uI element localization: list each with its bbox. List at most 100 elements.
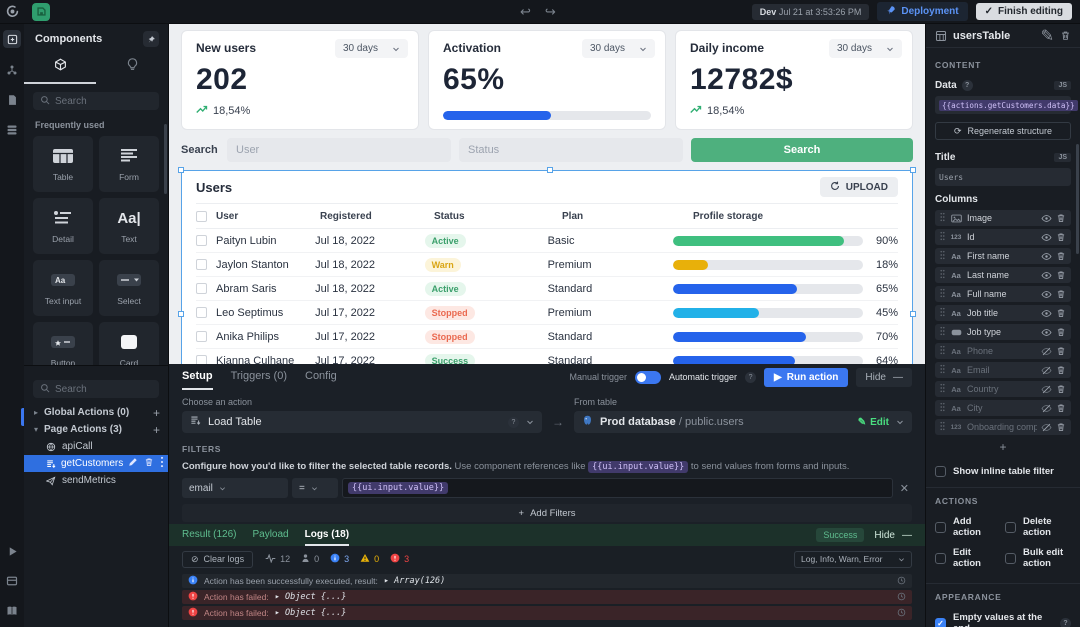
delete-column-icon[interactable] — [1056, 270, 1066, 280]
from-table-select[interactable]: Prod database / public.users ✎ Edit — [574, 411, 912, 433]
tab-components[interactable] — [24, 51, 96, 84]
period-select[interactable]: 30 days — [828, 39, 902, 58]
edit-action-icon[interactable] — [128, 457, 138, 470]
eye-off-icon[interactable] — [1041, 403, 1052, 414]
status-input[interactable] — [468, 144, 674, 156]
delete-icon[interactable] — [1060, 30, 1071, 41]
row-checkbox[interactable] — [196, 259, 207, 270]
data-binding-input[interactable]: {{actions.getCustomers.data}} — [935, 96, 1078, 114]
delete-column-icon[interactable] — [1056, 403, 1066, 413]
filter-field-select[interactable]: email — [182, 478, 288, 498]
checkbox-edit-action[interactable]: Edit action — [935, 547, 1001, 569]
column-row-email[interactable]: Aa Email — [935, 362, 1071, 378]
add-filters-button[interactable]: + Add Filters — [182, 504, 912, 522]
releases-rail-icon[interactable] — [4, 573, 20, 589]
redo-icon[interactable]: ↪ — [544, 4, 556, 19]
eye-icon[interactable] — [1041, 213, 1052, 224]
row-checkbox[interactable] — [196, 331, 207, 342]
filter-value-input[interactable]: {{ui.input.value}} — [342, 478, 893, 498]
stat-card-new-users[interactable]: New users 30 days 202 18,54% — [181, 30, 419, 130]
help-icon[interactable]: ? — [745, 371, 757, 383]
user-input[interactable] — [236, 144, 442, 156]
status-field[interactable] — [459, 138, 683, 162]
help-icon[interactable]: ? — [1060, 617, 1071, 627]
eye-off-icon[interactable] — [1041, 346, 1052, 357]
component-tile-select[interactable]: Select — [99, 260, 159, 316]
log-value[interactable]: ▸ Object {...} — [274, 592, 347, 602]
table-row[interactable]: Anika Philips Jul 17, 2022 Stopped Standard… — [196, 325, 898, 349]
add-action-icon[interactable]: + — [152, 422, 160, 437]
drag-handle-icon[interactable] — [940, 421, 945, 433]
eye-icon[interactable] — [1041, 270, 1052, 281]
add-column-button[interactable]: + — [999, 440, 1007, 454]
component-tile-button[interactable]: Button — [33, 322, 93, 365]
selection-handle[interactable] — [910, 311, 916, 317]
tab-config[interactable]: Config — [305, 370, 337, 382]
column-row-last-name[interactable]: Aa Last name — [935, 267, 1071, 283]
stat-card-activation[interactable]: Activation 30 days 65% — [428, 30, 666, 130]
drag-handle-icon[interactable] — [940, 364, 945, 376]
checkbox-icon[interactable] — [935, 466, 946, 477]
delete-column-icon[interactable] — [1056, 327, 1066, 337]
row-checkbox[interactable] — [196, 235, 207, 246]
column-row-id[interactable]: 123 Id — [935, 229, 1071, 245]
select-all-checkbox[interactable] — [196, 210, 207, 222]
inspector-scrollbar[interactable] — [1076, 144, 1079, 254]
data-rail-icon[interactable] — [4, 122, 20, 138]
pages-tree-rail-icon[interactable] — [4, 62, 20, 78]
hide-editor-button[interactable]: Hide — — [856, 367, 912, 387]
log-value[interactable]: ▸ Array(126) — [383, 576, 446, 586]
regenerate-structure-button[interactable]: ⟳ Regenerate structure — [935, 122, 1071, 140]
tab-logs[interactable]: Logs (18) — [304, 524, 350, 546]
components-rail-icon[interactable] — [3, 30, 21, 48]
undo-icon[interactable]: ↩ — [520, 4, 531, 19]
table-row[interactable]: Paityn Lubin Jul 18, 2022 Active Basic 90% — [196, 229, 898, 253]
help-icon[interactable]: ? — [508, 416, 519, 428]
drag-handle-icon[interactable] — [940, 212, 945, 224]
deployment-button[interactable]: Deployment — [877, 2, 968, 21]
add-action-icon[interactable]: + — [152, 405, 160, 420]
actions-search[interactable] — [33, 380, 159, 398]
tab-suggestions[interactable] — [96, 51, 168, 84]
component-tile-text[interactable]: Aa| Text — [99, 198, 159, 254]
upload-button[interactable]: UPLOAD — [819, 177, 898, 197]
components-search[interactable] — [33, 92, 159, 110]
docs-rail-icon[interactable] — [4, 603, 20, 619]
checkbox-delete-action[interactable]: Delete action — [1005, 516, 1071, 538]
log-counter-info[interactable]: 3 — [330, 553, 349, 565]
help-icon[interactable]: ? — [961, 80, 973, 91]
log-entry-error[interactable]: Action has failed: ▸ Object {...} — [182, 606, 912, 620]
drag-handle-icon[interactable] — [940, 345, 945, 357]
eye-icon[interactable] — [1041, 232, 1052, 243]
tab-setup[interactable]: Setup — [182, 364, 213, 390]
checkbox-icon[interactable] — [1005, 521, 1016, 533]
action-item-sendMetrics[interactable]: sendMetrics — [24, 472, 168, 489]
column-row-image[interactable]: Image — [935, 210, 1071, 226]
eye-icon[interactable] — [1041, 289, 1052, 300]
column-row-job-type[interactable]: Job type — [935, 324, 1071, 340]
column-row-job-title[interactable]: Aa Job title — [935, 305, 1071, 321]
filter-operator-select[interactable]: = — [292, 478, 338, 498]
checkbox-icon[interactable] — [1005, 552, 1016, 564]
delete-column-icon[interactable] — [1056, 346, 1066, 356]
actions-search-input[interactable] — [55, 383, 152, 395]
drag-handle-icon[interactable] — [940, 383, 945, 395]
component-tile-table[interactable]: Table — [33, 136, 93, 192]
js-badge[interactable]: JS — [1054, 81, 1071, 90]
eye-icon[interactable] — [1041, 251, 1052, 262]
action-group-page[interactable]: ▾ Page Actions (3) + — [34, 422, 160, 437]
remove-filter-icon[interactable]: ✕ — [899, 482, 909, 495]
selection-handle[interactable] — [547, 167, 553, 173]
action-group-global[interactable]: ▸ Global Actions (0) + — [34, 405, 160, 420]
table-row[interactable]: Kianna Culhane Jul 17, 2022 Success Standar… — [196, 349, 898, 364]
users-table-component[interactable]: Users UPLOAD User Registered Status Plan… — [178, 167, 916, 364]
search-button[interactable]: Search — [691, 138, 913, 162]
column-row-phone[interactable]: Aa Phone — [935, 343, 1071, 359]
empty-values-checkbox[interactable]: ✓ Empty values at the end ? — [935, 612, 1071, 627]
selection-handle[interactable] — [178, 311, 184, 317]
selection-handle[interactable] — [910, 167, 916, 173]
row-checkbox[interactable] — [196, 283, 207, 294]
rename-icon[interactable]: ✎ — [1040, 27, 1054, 45]
log-entry-error[interactable]: Action has failed: ▸ Object {...} — [182, 590, 912, 604]
